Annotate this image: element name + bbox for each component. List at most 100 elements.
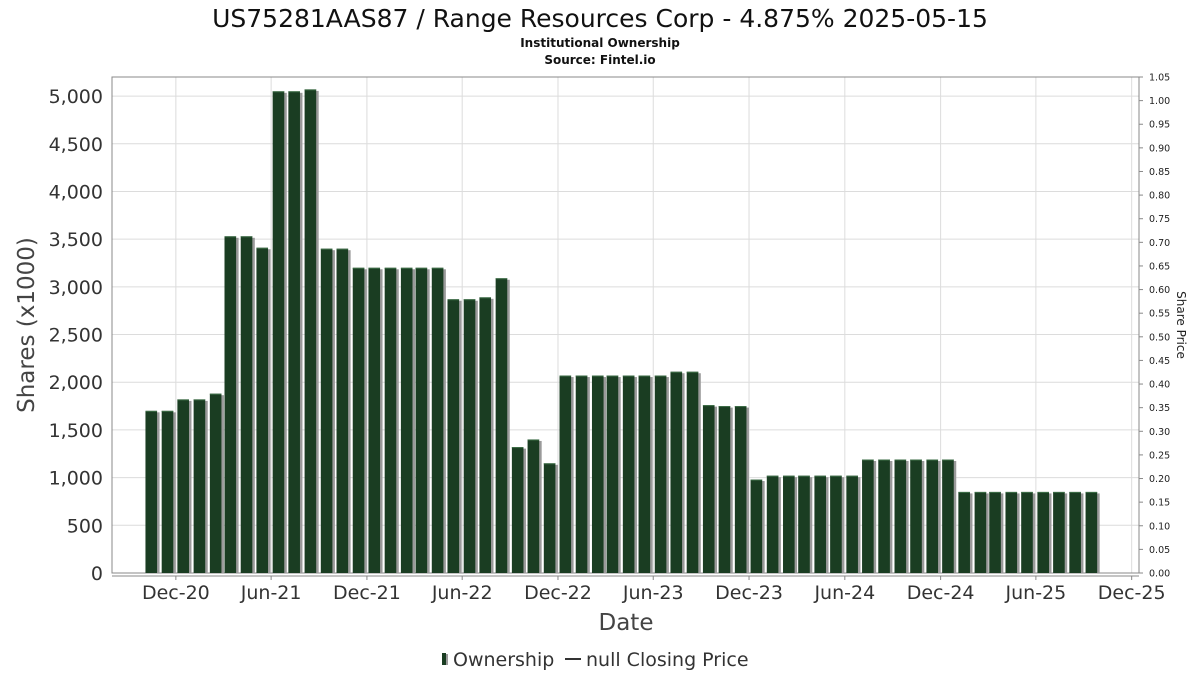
ownership-bar [1037,491,1050,573]
x-tick-label: Jun-24 [813,582,875,604]
ownership-bar [622,375,635,573]
ownership-bar [400,267,413,573]
x-tick-label: Dec-21 [333,582,401,604]
ownership-bar [878,459,890,573]
y2-tick-label: 0.95 [1149,120,1170,131]
y2-tick-label: 0.60 [1149,285,1170,296]
ownership-bar [272,91,285,574]
y-axis-ticks: 0 500 1,000 1,500 2,000 2,500 3,000 3,500 4,000 4… [49,86,103,585]
ownership-bar [894,459,907,573]
y2-tick-label: 0.05 [1149,545,1170,556]
ownership-bar [193,399,206,573]
x-tick-label: Dec-23 [715,582,783,604]
y2-tick-label: 0.25 [1149,450,1170,461]
ownership-bar [463,299,476,573]
y2-tick-label: 0.15 [1149,498,1170,509]
ownership-bar [1053,491,1065,573]
y2-axis-ticks: 0.00 0.05 0.10 0.15 0.20 0.25 0.30 0.35 0.40 0.45… [1139,73,1170,580]
y2-tick-label: 0.55 [1149,309,1170,320]
ownership-bars [145,89,1100,574]
ownership-bar [783,475,795,573]
ownership-bar [942,459,954,573]
y-tick-label: 2,000 [49,372,103,394]
ownership-bar [559,375,572,573]
ownership-bar [288,91,300,574]
ownership-bar [591,375,604,573]
y2-tick-label: 0.20 [1149,474,1170,485]
ownership-bar [575,375,588,573]
ownership-bar [750,479,763,573]
legend-ownership-label: Ownership [453,649,554,671]
ownership-bar [1085,491,1098,573]
ownership-bar [846,475,858,573]
ownership-bar [702,405,715,573]
ownership-bar [320,248,333,573]
ownership-bar [926,459,939,573]
y2-tick-label: 0.70 [1149,238,1170,249]
ownership-bar [256,247,269,573]
ownership-bar [1069,491,1081,573]
legend-ownership-swatch-shadow [446,654,448,665]
x-tick-label: Jun-21 [240,582,302,604]
y-tick-label: 5,000 [49,86,103,108]
x-tick-label: Jun-25 [1005,582,1067,604]
y-tick-label: 4,000 [49,181,103,203]
ownership-bar [209,393,222,573]
ownership-bar [1005,491,1018,573]
y2-tick-label: 0.30 [1149,427,1170,438]
ownership-bar [368,267,381,573]
ownership-bar [431,267,444,573]
ownership-bar [718,406,731,573]
ownership-bar [766,475,779,573]
ownership-bar [862,459,874,573]
y-tick-label: 3,500 [49,229,103,251]
y2-axis-label: Share Price [1174,291,1188,359]
x-tick-label: Dec-25 [1098,582,1166,604]
ownership-bar [161,410,174,573]
ownership-bar [511,447,524,573]
y-tick-label: 0 [91,563,103,585]
ownership-bar [654,375,667,573]
x-tick-label: Jun-23 [622,582,684,604]
chart-title: US75281AAS87 / Range Resources Corp - 4.… [212,4,988,33]
ownership-bar [304,89,317,574]
x-axis-ticks: Dec-20 Jun-21 Dec-21 Jun-22 Dec-22 Jun-23 Dec-… [142,576,1166,604]
ownership-bar [989,491,1001,573]
y2-tick-label: 1.05 [1149,73,1170,84]
y2-tick-label: 0.80 [1149,191,1170,202]
ownership-bar [352,267,365,573]
chart-subtitle-line-1: Institutional Ownership [520,36,680,50]
ownership-bar [240,236,253,574]
y-tick-label: 3,000 [49,277,103,299]
y2-tick-label: 0.85 [1149,167,1170,178]
y2-tick-label: 0.75 [1149,214,1170,225]
ownership-bar [384,267,397,573]
ownership-bar [638,375,651,573]
y2-tick-label: 0.00 [1149,569,1170,580]
ownership-bar [527,439,540,573]
y-tick-label: 500 [67,515,103,537]
ownership-bar [1021,491,1033,573]
ownership-bar [830,475,842,573]
y2-tick-label: 0.40 [1149,380,1170,391]
legend-closing-price-label: null Closing Price [586,649,749,671]
y-axis-label: Shares (x1000) [14,237,40,413]
x-tick-label: Dec-24 [907,582,975,604]
ownership-bar [606,375,619,573]
ownership-bar [734,406,747,573]
y2-tick-label: 0.35 [1149,403,1170,414]
ownership-bar [958,491,970,573]
y2-tick-label: 1.00 [1149,96,1170,107]
ownership-bar [974,491,987,573]
y2-tick-label: 0.10 [1149,521,1170,532]
x-tick-label: Dec-20 [142,582,210,604]
ownership-bar [479,297,492,573]
ownership-bar [495,278,508,573]
ownership-bar [670,371,683,573]
ownership-bar [814,475,827,573]
y2-tick-label: 0.45 [1149,356,1170,367]
ownership-bar [177,399,189,573]
ownership-bar [224,236,237,574]
y-tick-label: 1,500 [49,420,103,442]
